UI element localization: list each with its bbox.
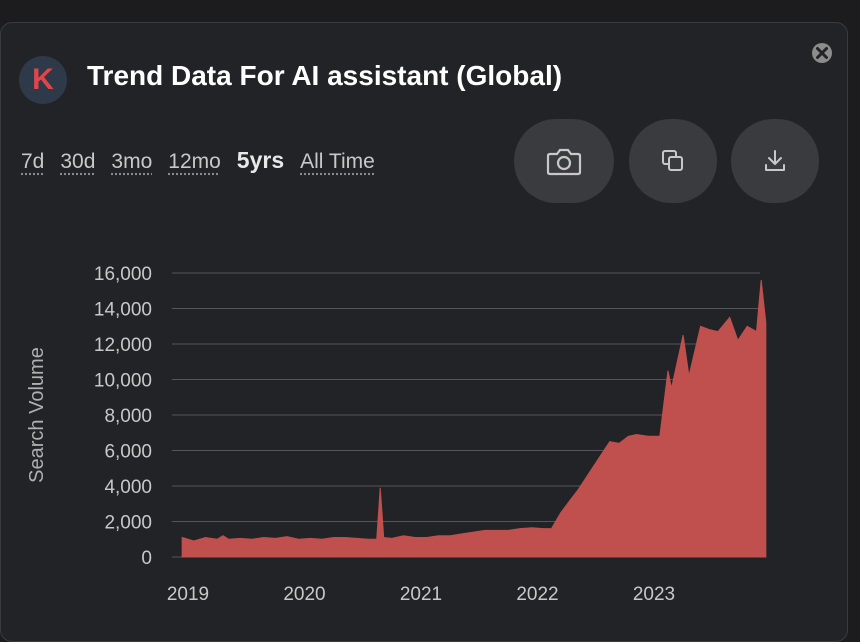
download-icon [765,150,785,171]
download-button[interactable] [731,119,819,203]
area-series [181,280,767,558]
range-5yrs[interactable]: 5yrs [236,147,285,173]
y-axis-ticks: 0 2,000 4,000 6,000 8,000 10,000 12,000 14,000 1… [94,264,152,569]
close-button[interactable] [808,39,836,67]
x-tick-label: 2022 [516,584,558,605]
range-30d[interactable]: 30d [60,150,96,173]
y-tick-label: 14,000 [94,300,152,321]
range-all-time[interactable]: All Time [300,150,375,173]
time-range-selector: 7d 30d 3mo 12mo 5yrs All Time [21,147,375,174]
y-tick-label: 4,000 [104,477,152,498]
y-axis-title: Search Volume [26,347,48,483]
x-tick-label: 2023 [633,584,675,605]
close-icon [812,43,832,63]
range-12mo[interactable]: 12mo [168,150,221,173]
y-tick-label: 2,000 [104,513,152,534]
x-tick-label: 2021 [400,584,442,605]
range-3mo[interactable]: 3mo [111,150,153,173]
brand-logo: K [19,56,67,104]
y-tick-label: 6,000 [104,442,152,463]
x-tick-label: 2020 [283,584,325,605]
x-tick-label: 2019 [167,584,209,605]
x-axis-ticks: 2019 2020 2021 2022 2023 [167,584,675,605]
panel-title: Trend Data For AI assistant (Global) [87,60,563,91]
screenshot-button[interactable] [514,119,614,203]
y-tick-label: 8,000 [104,406,152,427]
search-volume-area [181,280,767,558]
y-tick-label: 10,000 [94,371,152,392]
y-tick-label: 16,000 [94,264,152,285]
y-tick-label: 12,000 [94,335,152,356]
copy-icon [662,150,683,171]
y-tick-label: 0 [141,548,152,569]
logo-letter: K [32,63,54,96]
camera-icon [546,148,582,176]
range-7d[interactable]: 7d [21,150,45,173]
copy-button[interactable] [629,119,717,203]
